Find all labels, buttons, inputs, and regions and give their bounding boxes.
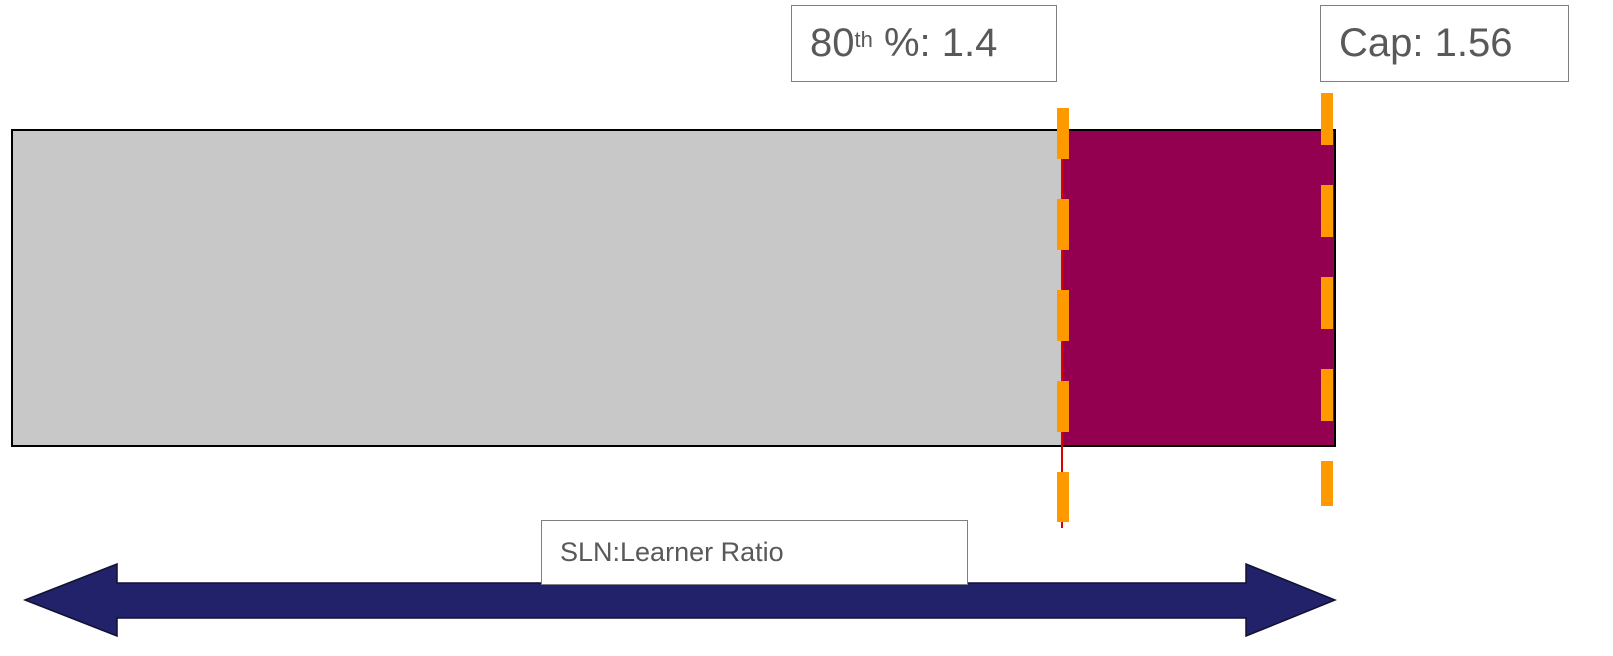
cap-text: Cap: 1.56 [1339,21,1513,65]
double-arrow [22,562,1338,638]
percentile-number: 80 [810,21,855,65]
excess-bar [1061,129,1336,447]
cap-label: Cap: 1.56 [1320,5,1569,82]
axis-label: SLN:Learner Ratio [541,520,968,585]
axis-label-text: SLN:Learner Ratio [560,537,784,567]
range-bar [11,129,1063,447]
percentile-superscript: th [854,26,873,52]
percentile-text: %: 1.4 [872,21,998,65]
